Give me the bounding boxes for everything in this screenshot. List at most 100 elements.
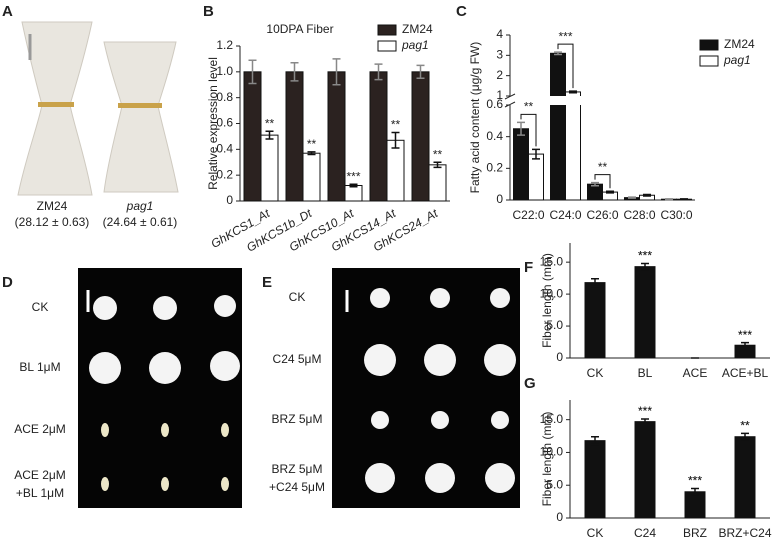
panel-letter: C <box>456 3 467 20</box>
photo-d <box>78 268 242 508</box>
bar <box>411 71 430 202</box>
error-bar <box>517 121 525 136</box>
significance-label: ** <box>598 160 608 174</box>
legend-swatch <box>377 40 397 52</box>
error-bar <box>591 278 599 288</box>
y-tick-label: 0.6 <box>216 116 233 130</box>
bar <box>734 436 756 519</box>
panel-letter: A <box>2 3 13 20</box>
x-tick-label: C22:0 <box>512 208 544 222</box>
bar <box>634 421 656 519</box>
x-tick-label: C26:0 <box>586 208 618 222</box>
panel-letter: F <box>524 259 533 276</box>
photo-label: +C24 5μM <box>269 480 325 494</box>
chart-title: 10DPA Fiber <box>266 22 333 36</box>
bar <box>634 266 656 359</box>
panel-letter: D <box>2 274 13 291</box>
significance-label: *** <box>638 249 652 263</box>
y-tick-label: 1.0 <box>216 64 233 78</box>
error-bar <box>591 435 599 446</box>
photo-label: +BL 1μM <box>16 486 64 500</box>
error-bar <box>532 148 540 160</box>
error-bar <box>248 59 257 85</box>
error-bar <box>628 196 636 199</box>
legend-swatch <box>699 39 719 51</box>
bar <box>243 71 262 202</box>
bar <box>513 128 529 201</box>
y-axis-label: Fiber length (mm) <box>540 412 554 507</box>
error-bar <box>741 432 749 441</box>
significance-label: *** <box>738 328 752 342</box>
error-bar <box>691 487 699 496</box>
significance-label: *** <box>558 29 572 43</box>
y-tick-label: 3 <box>496 48 503 62</box>
error-bar <box>665 198 673 201</box>
y-tick-label: 1.2 <box>216 38 233 52</box>
y-axis-label: Relative expression level <box>206 57 220 190</box>
significance-label: *** <box>688 474 702 488</box>
photo-label: ACE 2μM <box>14 422 66 436</box>
photo-label: (28.12 ± 0.63) <box>15 215 90 229</box>
significance-bracket <box>557 43 574 89</box>
photo-label: CK <box>289 290 306 304</box>
y-tick-label: 15.0 <box>540 254 564 268</box>
photo-label: CK <box>32 300 49 314</box>
error-bar <box>591 181 599 187</box>
significance-label: *** <box>638 404 652 418</box>
x-tick-label: ACE+BL <box>722 366 769 380</box>
x-tick-label: C24:0 <box>549 208 581 222</box>
error-bar <box>332 58 341 86</box>
panel-letter: G <box>524 375 536 392</box>
error-bar <box>307 151 316 156</box>
y-tick-label: 5.0 <box>546 318 563 332</box>
x-tick-label: CK <box>587 526 604 539</box>
y-tick-label: 5.0 <box>546 477 563 491</box>
y-tick-label: 0.2 <box>216 167 233 181</box>
y-tick-label: 0.4 <box>486 129 503 143</box>
significance-label: ** <box>433 147 443 161</box>
bar <box>584 282 606 359</box>
bar <box>550 52 566 201</box>
seed-band <box>38 102 74 107</box>
photo-label: BL 1μM <box>19 360 60 374</box>
bar <box>565 91 581 201</box>
error-bar <box>349 183 358 188</box>
fiber-bundle <box>17 21 93 196</box>
y-tick-label: 0 <box>556 350 563 364</box>
significance-label: ** <box>524 100 534 114</box>
axis-break-gap <box>549 96 567 105</box>
x-tick-label: C28:0 <box>623 208 655 222</box>
photo-label: BRZ 5μM <box>272 462 323 476</box>
bar <box>344 185 363 202</box>
photo-background <box>332 268 520 508</box>
seed-band <box>118 103 162 108</box>
y-tick-label: 10.0 <box>540 286 564 300</box>
bar <box>584 440 606 519</box>
significance-label: *** <box>688 474 702 488</box>
photo-a <box>17 21 179 196</box>
error-bar <box>433 161 442 169</box>
x-tick-label: BRZ+C24 <box>718 526 771 539</box>
panel-letter: E <box>262 274 272 291</box>
y-tick-label: 0 <box>226 193 233 207</box>
error-bar <box>606 190 614 194</box>
x-tick-label: BL <box>638 366 653 380</box>
error-bar <box>569 90 577 94</box>
y-tick-label: 2 <box>496 68 503 82</box>
panel-letter: B <box>203 3 214 20</box>
legend-swatch <box>377 24 397 36</box>
legend-label: pag1 <box>401 38 429 52</box>
error-bar <box>416 64 425 80</box>
bar <box>428 164 447 202</box>
significance-bracket <box>520 113 537 147</box>
error-bar <box>641 418 649 426</box>
y-tick-label: 0 <box>496 192 503 206</box>
y-tick-label: 15.0 <box>540 412 564 426</box>
significance-label: ** <box>391 118 401 132</box>
bar <box>327 71 346 202</box>
y-tick-label: 0.2 <box>486 161 503 175</box>
axis-break-gap <box>564 96 582 105</box>
y-tick-label: 0.6 <box>486 97 503 111</box>
error-bar <box>643 193 651 197</box>
